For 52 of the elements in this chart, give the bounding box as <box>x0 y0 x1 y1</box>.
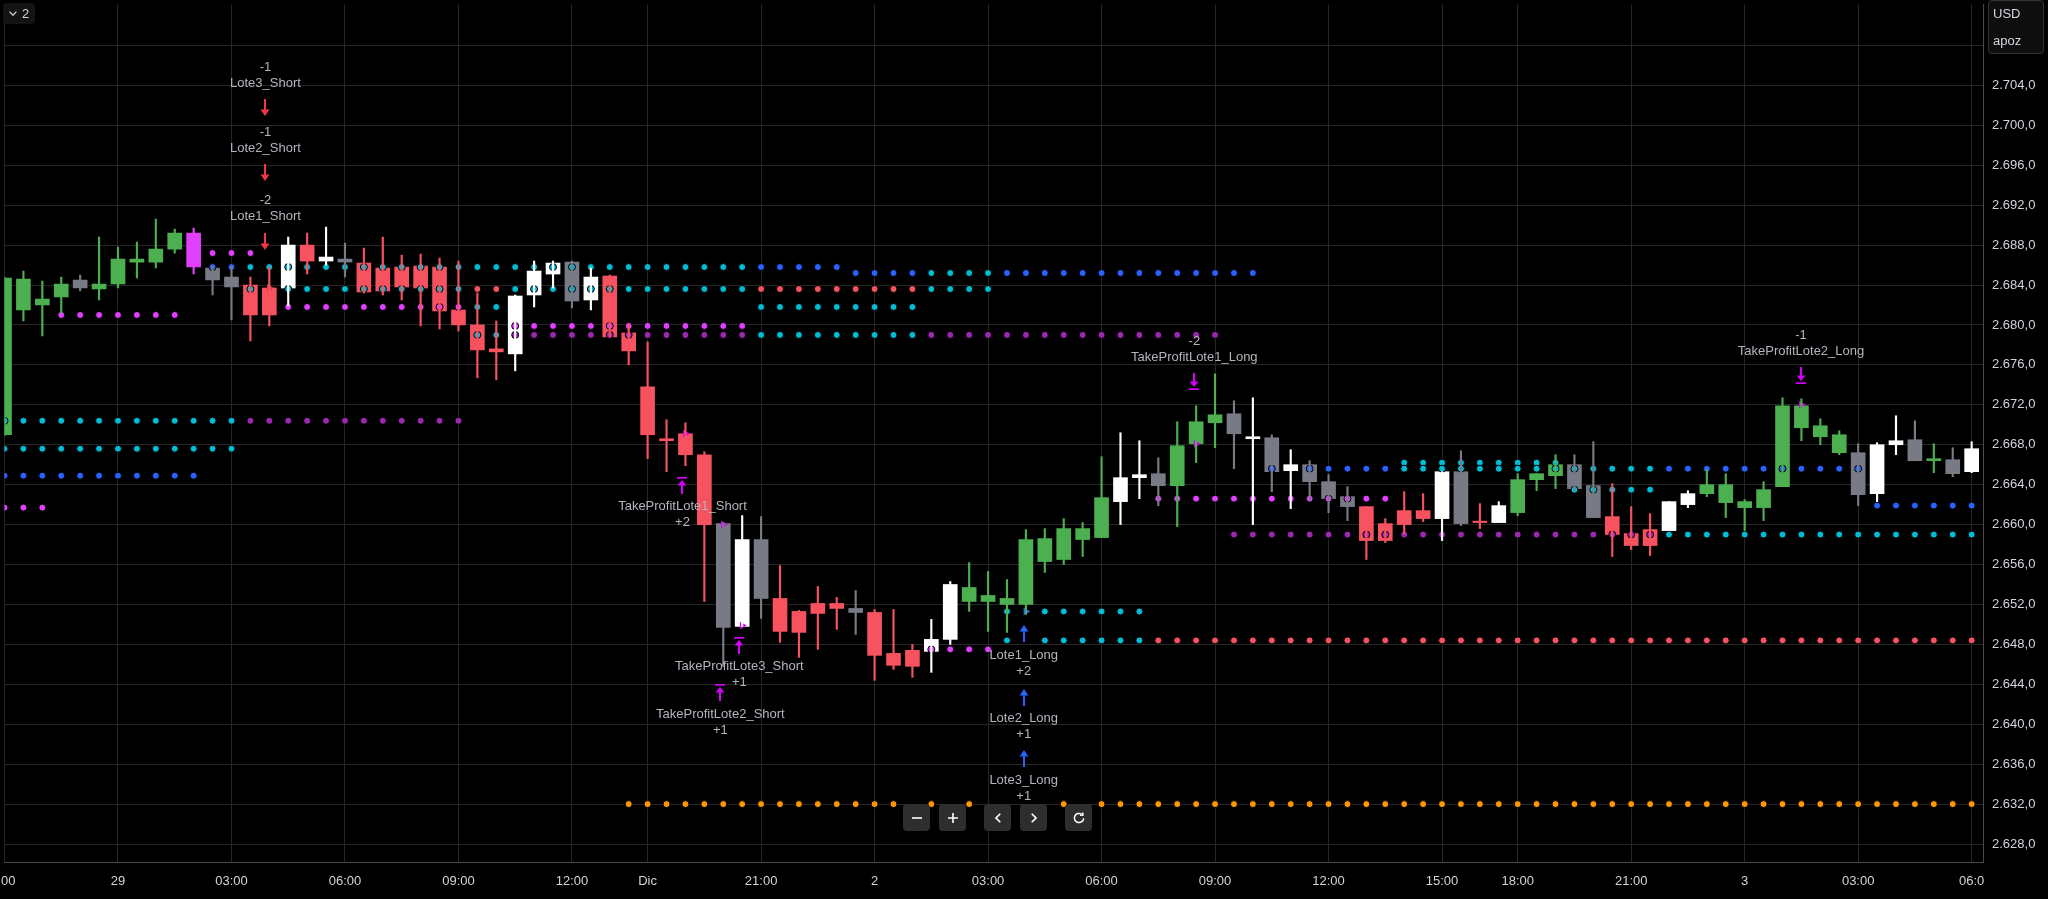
annotation: 2 <box>22 6 30 21</box>
x-tick-label: 15:00 <box>1425 873 1459 889</box>
x-tick-label: 12:00 <box>555 873 589 889</box>
y-tick-label: 2.668,0 <box>1992 436 2036 452</box>
y-tick-label: 2.636,0 <box>1992 755 2036 771</box>
text-box: USD apoz <box>1988 0 2044 54</box>
y-tick-label: 2.700,0 <box>1992 116 2036 132</box>
x-tick-label: 12:00 <box>1312 873 1345 889</box>
y-tick-label: 2.640,0 <box>1992 715 2036 731</box>
y-tick-label: 2.688,0 <box>1992 236 2036 252</box>
x-tick-label: 06:0 <box>1958 873 1985 889</box>
y-tick-label: 2.684,0 <box>1992 276 2036 292</box>
y-tick-label: 2.692,0 <box>1992 196 2036 212</box>
annotation: -2 Lote1_Short <box>229 192 301 225</box>
annotation: -1 Lote3_Short <box>229 58 301 91</box>
x-tick-label: 21:00 <box>744 873 778 889</box>
x-tick-label: 03:00 <box>971 873 1005 889</box>
y-tick-label: 2.652,0 <box>1992 596 2036 612</box>
y-tick-label: 2.676,0 <box>1992 356 2036 372</box>
dropdown-button: 2 <box>3 3 36 24</box>
x-tick-label: 3 <box>1741 873 1749 889</box>
y-tick-label: 2.644,0 <box>1992 675 2036 691</box>
y-tick-label: 2.628,0 <box>1992 835 2036 851</box>
x-tick-label: 09:00 <box>442 873 475 889</box>
y-tick-label: 2.648,0 <box>1992 635 2036 651</box>
y-tick-label: 2.656,0 <box>1992 556 2036 572</box>
x-tick-label: 2 <box>870 873 879 889</box>
x-tick-label: Dic <box>638 873 658 889</box>
annotation: Lote1_Long +2 <box>989 646 1059 679</box>
y-tick-label: 2.696,0 <box>1992 156 2036 172</box>
y-tick-label: 2.664,0 <box>1992 476 2036 492</box>
x-tick-label: 00 <box>1 873 16 889</box>
x-tick-label: 06:00 <box>1085 873 1118 889</box>
annotation: Lote2_Long +1 <box>989 710 1059 742</box>
annotation: -1 TakeProfitLote2_Long <box>1737 326 1865 359</box>
y-tick-label: 2.672,0 <box>1992 396 2036 412</box>
annotation: -2 TakeProfitLote1_Long <box>1131 332 1258 365</box>
y-tick-label: 2.680,0 <box>1992 316 2036 332</box>
annotation: TakeProfitLote3_Short +1 <box>675 658 804 691</box>
annotation: Lote3_Long +1 <box>989 771 1059 804</box>
y-tick-label: 2.632,0 <box>1992 795 2036 811</box>
x-tick-label: 18:00 <box>1501 873 1534 889</box>
y-tick-label: 2.704,0 <box>1992 76 2036 92</box>
x-tick-label: 03:00 <box>1841 873 1875 889</box>
annotation: TakeProfitLote2_Short +1 <box>656 705 785 738</box>
annotation: -1 Lote2_Short <box>229 123 301 156</box>
x-tick-label: 29 <box>110 873 126 889</box>
x-tick-label: 06:00 <box>328 873 362 889</box>
x-tick-label: 03:00 <box>215 873 248 889</box>
y-tick-label: 2.660,0 <box>1992 516 2036 532</box>
x-tick-label: 09:00 <box>1198 873 1232 889</box>
x-tick-label: 21:00 <box>1614 873 1648 889</box>
